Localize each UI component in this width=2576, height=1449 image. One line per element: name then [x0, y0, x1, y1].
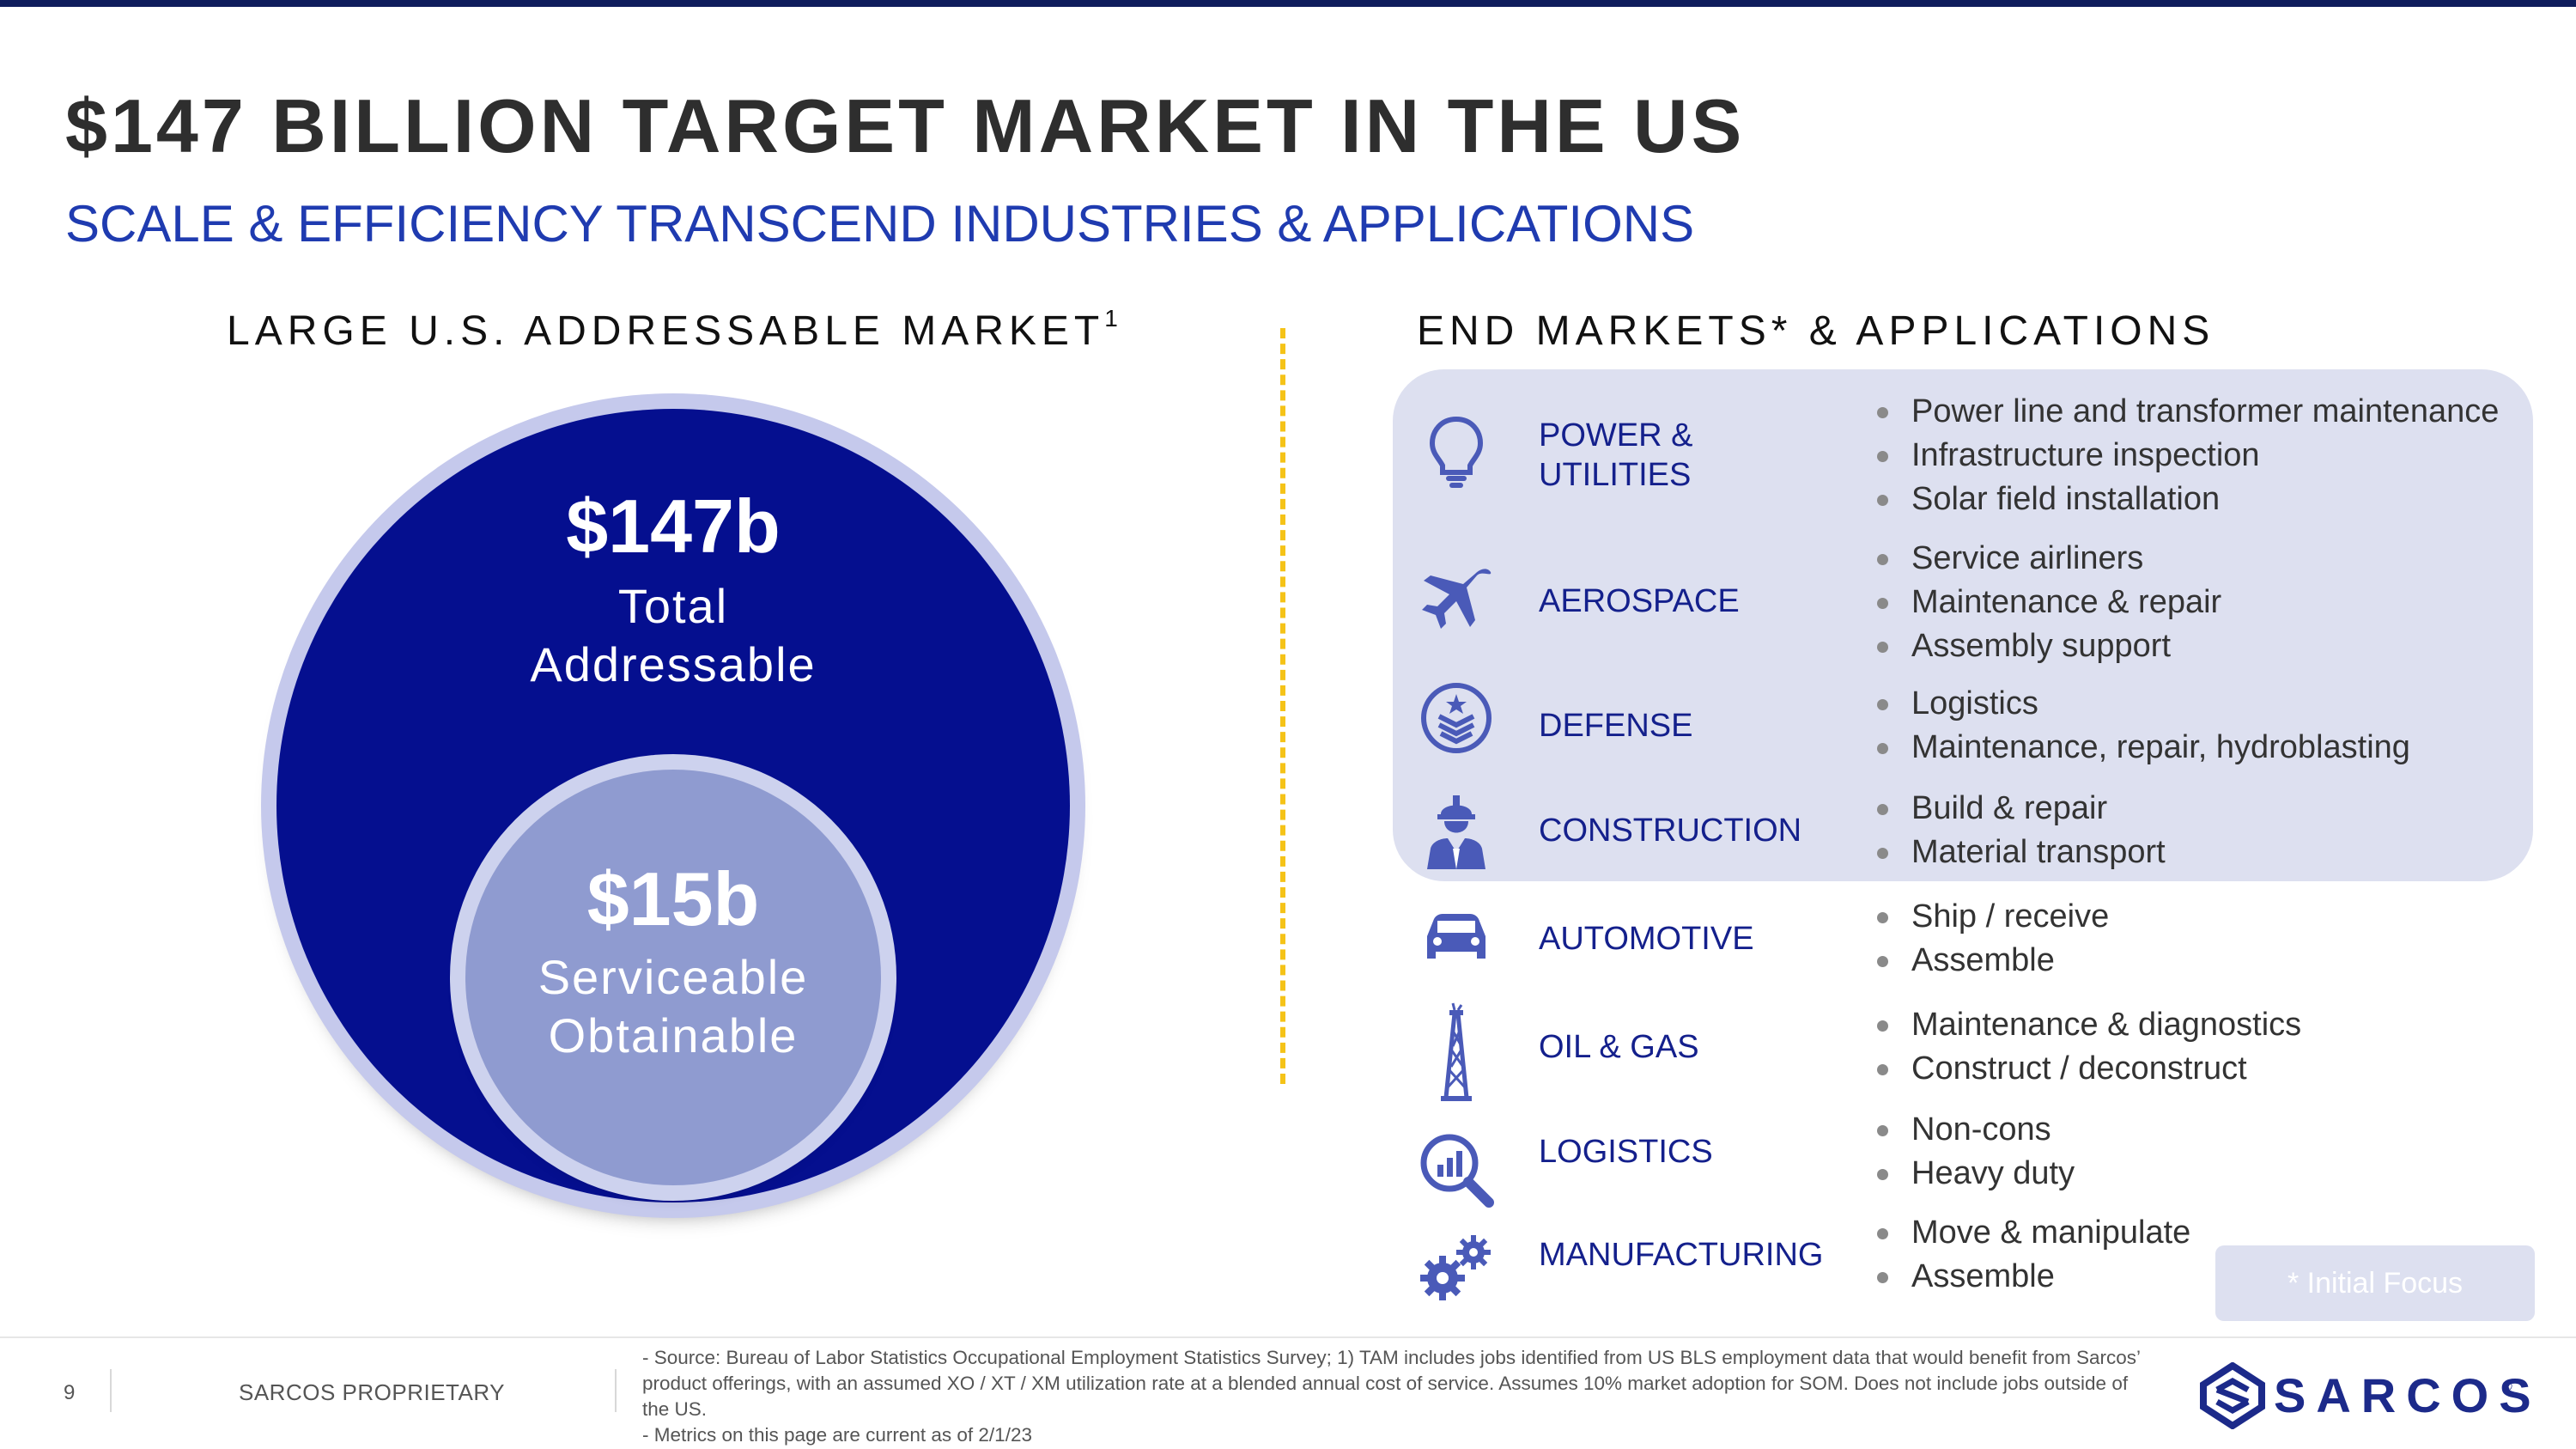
list-item: Maintenance, repair, hydroblasting [1874, 726, 2410, 770]
market-label-defense: DEFENSE [1539, 708, 1693, 744]
apps-list-logistics: Non-cons Heavy duty [1874, 1108, 2075, 1196]
list-item: Logistics [1874, 682, 2410, 726]
section-divider [1280, 328, 1285, 1084]
market-label-aerospace: AEROSPACE [1539, 583, 1740, 619]
list-item: Build & repair [1874, 787, 2166, 831]
list-item: Assemble [1874, 939, 2109, 983]
market-label-power-utilities: POWER & UTILITIES [1539, 416, 1882, 495]
list-item: Power line and transformer maintenance [1874, 390, 2499, 434]
registered-mark: ® [2502, 1379, 2512, 1394]
list-item: Non-cons [1874, 1108, 2075, 1152]
market-label-manufacturing: MANUFACTURING [1539, 1237, 1824, 1273]
list-item: Material transport [1874, 831, 2166, 874]
list-item: Infrastructure inspection [1874, 434, 2499, 478]
som-value: $15b [586, 856, 760, 941]
market-label-logistics: LOGISTICS [1539, 1134, 1713, 1170]
apps-list-automotive: Ship / receive Assemble [1874, 895, 2109, 983]
market-label-oil-gas: OIL & GAS [1539, 1029, 1699, 1065]
apps-list-aerospace: Service airliners Maintenance & repair A… [1874, 537, 2221, 668]
proprietary-notice: SARCOS PROPRIETARY [239, 1379, 505, 1405]
page-subtitle: SCALE & EFFICIENCY TRANSCEND INDUSTRIES … [65, 195, 1695, 253]
list-item: Service airliners [1874, 537, 2221, 581]
oil-derrick-icon [1415, 1002, 1498, 1105]
apps-list-defense: Logistics Maintenance, repair, hydroblas… [1874, 682, 2410, 770]
market-label-line: UTILITIES [1539, 457, 1692, 493]
source-footnote: - Source: Bureau of Labor Statistics Occ… [642, 1345, 2154, 1448]
sarcos-logo-text: SARCOS [2274, 1368, 2542, 1422]
tam-value: $147b [566, 484, 781, 569]
initial-focus-panel [1393, 369, 2533, 881]
sarcos-logo-icon [2200, 1362, 2265, 1429]
gears-icon [1415, 1227, 1498, 1309]
addressable-market-heading-text: LARGE U.S. ADDRESSABLE MARKET [227, 308, 1105, 354]
tam-label-line2: Addressable [530, 637, 817, 691]
footer-divider [0, 1336, 2576, 1338]
initial-focus-legend: * Initial Focus [2215, 1245, 2535, 1321]
footer-separator [615, 1369, 617, 1412]
footnote-marker: 1 [1104, 305, 1118, 332]
top-accent-bar [0, 0, 2576, 7]
apps-list-construction: Build & repair Material transport [1874, 787, 2166, 874]
apps-list-power-utilities: Power line and transformer maintenance I… [1874, 390, 2499, 521]
footnote-line: - Source: Bureau of Labor Statistics Occ… [642, 1347, 2141, 1420]
tam-label-line1: Total [617, 579, 729, 633]
list-item: Assemble [1874, 1255, 2190, 1299]
footer-separator [110, 1369, 112, 1412]
market-label-line: POWER & [1539, 417, 1693, 454]
list-item: Heavy duty [1874, 1152, 2075, 1196]
page-number: 9 [64, 1381, 76, 1404]
airplane-icon [1415, 550, 1498, 632]
list-item: Ship / receive [1874, 895, 2109, 939]
list-item: Solar field installation [1874, 478, 2499, 521]
market-label-construction: CONSTRUCTION [1539, 813, 1802, 849]
list-item: Construct / deconstruct [1874, 1047, 2301, 1091]
list-item: Maintenance & repair [1874, 581, 2221, 624]
apps-list-manufacturing: Move & manipulate Assemble [1874, 1211, 2190, 1299]
car-icon [1415, 897, 1498, 979]
market-label-automotive: AUTOMOTIVE [1539, 921, 1754, 957]
lightbulb-icon [1415, 411, 1498, 493]
tam-label: Total Addressable [276, 577, 1070, 694]
military-badge-icon [1415, 677, 1498, 759]
som-circle [465, 770, 881, 1185]
addressable-market-heading: LARGE U.S. ADDRESSABLE MARKET1 [227, 305, 1118, 355]
som-label-line1: Serviceable [538, 950, 809, 1004]
list-item: Move & manipulate [1874, 1211, 2190, 1255]
list-item: Assembly support [1874, 624, 2221, 668]
magnifier-chart-icon [1415, 1129, 1498, 1211]
construction-worker-icon [1415, 788, 1498, 871]
apps-list-oil-gas: Maintenance & diagnostics Construct / de… [1874, 1003, 2301, 1091]
end-markets-heading: END MARKETS* & APPLICATIONS [1417, 308, 2215, 354]
list-item: Maintenance & diagnostics [1874, 1003, 2301, 1047]
som-label-line2: Obtainable [548, 1008, 799, 1062]
page-title: $147 BILLION TARGET MARKET IN THE US [65, 83, 1746, 168]
footnote-line: - Metrics on this page are current as of… [642, 1424, 1032, 1446]
som-label: Serviceable Obtainable [465, 948, 881, 1065]
